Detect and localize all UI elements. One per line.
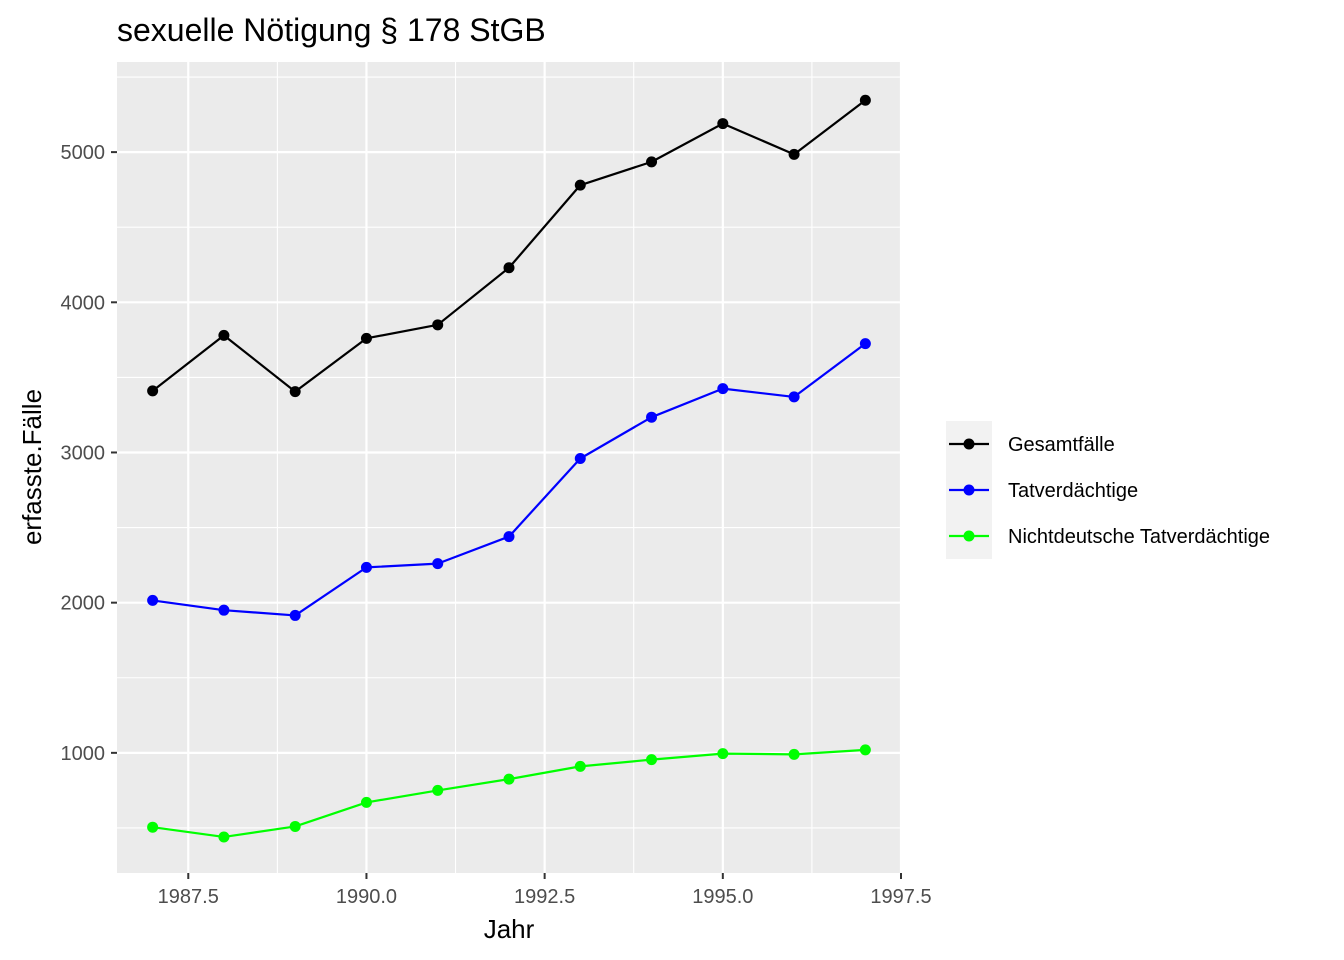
legend-label: Nichtdeutsche Tatverdächtige	[1008, 526, 1270, 548]
data-point	[147, 594, 159, 606]
data-point	[289, 609, 301, 621]
data-point	[859, 94, 871, 106]
data-point	[432, 319, 444, 331]
data-point	[360, 332, 372, 344]
axis-ticks	[111, 151, 902, 879]
data-point	[147, 385, 159, 397]
data-point	[360, 796, 372, 808]
data-point	[717, 383, 729, 395]
x-tick-label: 1995.0	[692, 886, 753, 908]
minor-gridlines	[117, 62, 901, 873]
x-tick-label: 1992.5	[514, 886, 575, 908]
data-point	[859, 744, 871, 756]
y-tick-label: 5000	[61, 142, 106, 164]
major-gridlines	[117, 62, 903, 873]
data-point	[147, 821, 159, 833]
legend-key-point	[963, 438, 975, 450]
data-point	[218, 831, 230, 843]
data-point	[503, 773, 515, 785]
data-point	[218, 604, 230, 616]
data-point	[432, 784, 444, 796]
data-point	[717, 118, 729, 130]
y-tick-label: 4000	[61, 292, 106, 314]
x-tick-labels: 1987.5 1990.0 1992.5 1995.0 1997.5	[158, 886, 932, 908]
data-point	[646, 754, 658, 766]
data-point	[646, 156, 658, 168]
legend-label: Tatverdächtige	[1008, 480, 1138, 502]
data-point	[574, 760, 586, 772]
data-point	[289, 386, 301, 398]
y-tick-labels: 1000 2000 3000 4000 5000	[61, 142, 106, 765]
series-layer	[147, 94, 871, 843]
y-axis-title: erfasste.Fälle	[17, 389, 47, 545]
data-point	[788, 748, 800, 760]
data-point	[289, 820, 301, 832]
data-point	[717, 748, 729, 760]
x-tick-label: 1997.5	[870, 886, 931, 908]
chart-title: sexuelle Nötigung § 178 StGB	[117, 12, 546, 48]
legend-key-point	[963, 530, 975, 542]
plot-panel	[117, 62, 901, 873]
data-point	[432, 558, 444, 570]
data-point	[503, 531, 515, 543]
x-axis-title: Jahr	[484, 914, 535, 944]
data-point	[788, 391, 800, 403]
y-tick-label: 2000	[61, 593, 106, 615]
y-tick-label: 1000	[61, 743, 106, 765]
data-point	[646, 411, 658, 423]
data-point	[788, 148, 800, 160]
data-point	[503, 262, 515, 274]
data-point	[574, 179, 586, 191]
legend-label: Gesamtfälle	[1008, 434, 1115, 456]
legend: Gesamtfälle Tatverdächtige Nichtdeutsche T…	[946, 421, 1270, 559]
data-point	[574, 452, 586, 464]
data-point	[360, 561, 372, 573]
y-tick-label: 3000	[61, 442, 106, 464]
x-tick-label: 1987.5	[158, 886, 219, 908]
data-point	[218, 329, 230, 341]
data-point	[859, 338, 871, 350]
x-tick-label: 1990.0	[336, 886, 397, 908]
legend-key-point	[963, 484, 975, 496]
